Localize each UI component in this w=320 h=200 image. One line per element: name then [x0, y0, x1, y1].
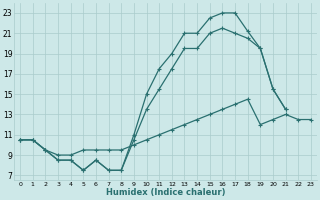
X-axis label: Humidex (Indice chaleur): Humidex (Indice chaleur): [106, 188, 225, 197]
